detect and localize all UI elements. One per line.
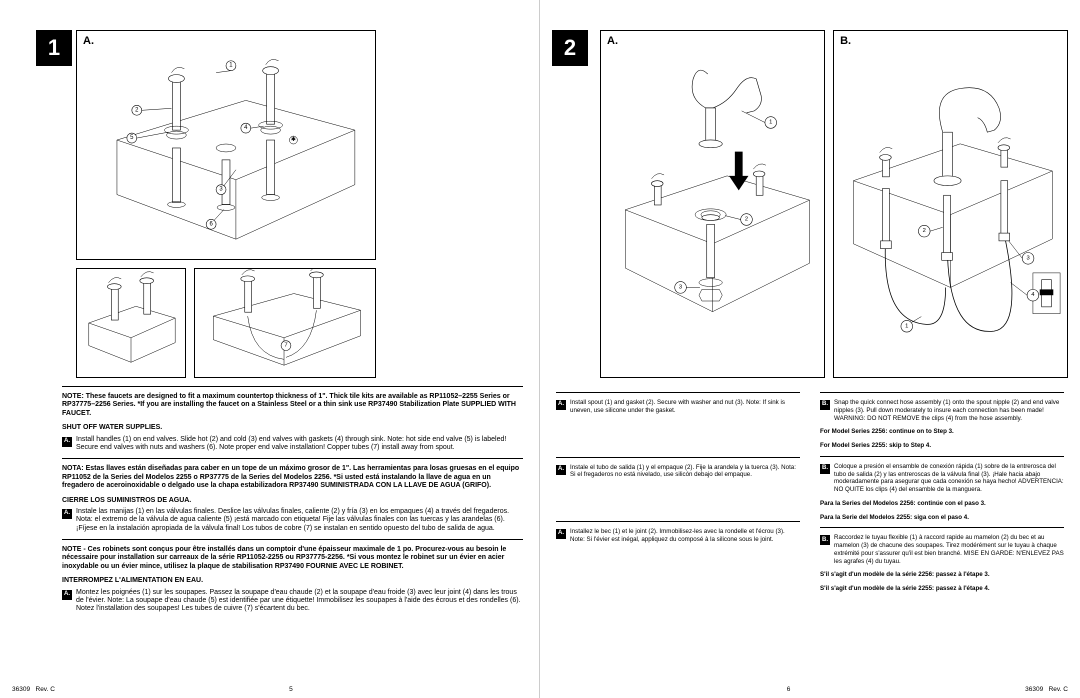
sub-label-2a: A. [607,35,618,48]
subhead-en: SHUT OFF WATER SUPPLIES. [62,424,523,432]
diagram-2a: A. [600,30,825,378]
subhead-fr: INTERROMPEZ L'ALIMENTATION EN EAU. [62,577,523,585]
2b-en: Snap the quick connect hose assembly (1)… [834,399,1064,422]
subhead-es: CIERRE LOS SUMINISTROS DE AGUA. [62,497,523,505]
page-5: 1 A. [0,0,540,698]
2a-en: Install spout (1) and gasket (2). Secure… [570,399,800,415]
2a-es: Instale el tubo de salida (1) y el empaq… [570,464,800,480]
bullet-a: A. [62,437,72,447]
step-number-1: 1 [36,30,72,66]
footer-right: 6 36309 Rev. C [552,686,1068,694]
item-a-es: Instale las manijas (1) en las válvulas … [76,508,523,533]
diagram-1a: A. [76,30,376,260]
item-a-en: Install handles (1) on end valves. Slide… [76,436,523,453]
page-number-6: 6 [552,686,1025,694]
sub-label-2b: B. [840,35,851,48]
svg-text:2: 2 [923,228,926,234]
footer-left: 36309 Rev. C 5 [12,686,527,694]
faucet-install-svg: ✱ 1 2 5 4 3 6 [77,31,375,259]
step2-text: A.Install spout (1) and gasket (2). Secu… [556,386,1064,596]
diagram-2b: B. [833,30,1068,378]
2a-fr: Installez le bec (1) et le joint (2). Im… [570,528,800,544]
svg-text:7: 7 [284,343,287,349]
2b-fr-note1: S'il s'agit d'un modèle de la série 2256… [820,571,1064,579]
item-a-fr: Montez les poignées (1) sur les soupapes… [76,589,523,614]
page-6: 2 A. [540,0,1080,698]
diagram-1-detail-right: 7 [194,268,376,378]
note-en: NOTE: These faucets are designed to fit … [62,393,516,417]
svg-text:3: 3 [679,284,682,290]
2b-fr: Raccordez le tuyau flexible (1) à raccor… [834,534,1064,565]
svg-text:1: 1 [905,323,908,329]
step1-text: NOTE: These faucets are designed to fit … [12,386,527,614]
svg-text:1: 1 [769,120,772,126]
note-es: NOTA: Estas llaves están diseñadas para … [62,465,519,489]
2b-fr-note2: S'il s'agit d'un modèle de la série 2255… [820,585,1064,593]
page-number-5: 5 [55,686,527,694]
diagram-1-detail-left [76,268,186,378]
2b-es-note2: Para la Serie del Modelos 2255: siga con… [820,514,1064,522]
sub-label-a: A. [83,35,94,48]
2b-en-note1: For Model Series 2256: continue on to St… [820,428,1064,436]
svg-text:✱: ✱ [291,136,296,143]
note-fr: NOTE - Ces robinets sont conçus pour êtr… [62,546,506,570]
2b-es-note1: Para la Series del Modelos 2256: continú… [820,500,1064,508]
page-spread: 1 A. [0,0,1080,698]
2b-es: Coloque a presión el ensamble de conexió… [834,463,1064,494]
svg-text:3: 3 [1027,255,1030,261]
svg-text:2: 2 [135,107,138,113]
2b-en-note2: For Model Series 2255: skip to Step 4. [820,442,1064,450]
svg-text:2: 2 [745,217,748,223]
step-number-2: 2 [552,30,588,66]
